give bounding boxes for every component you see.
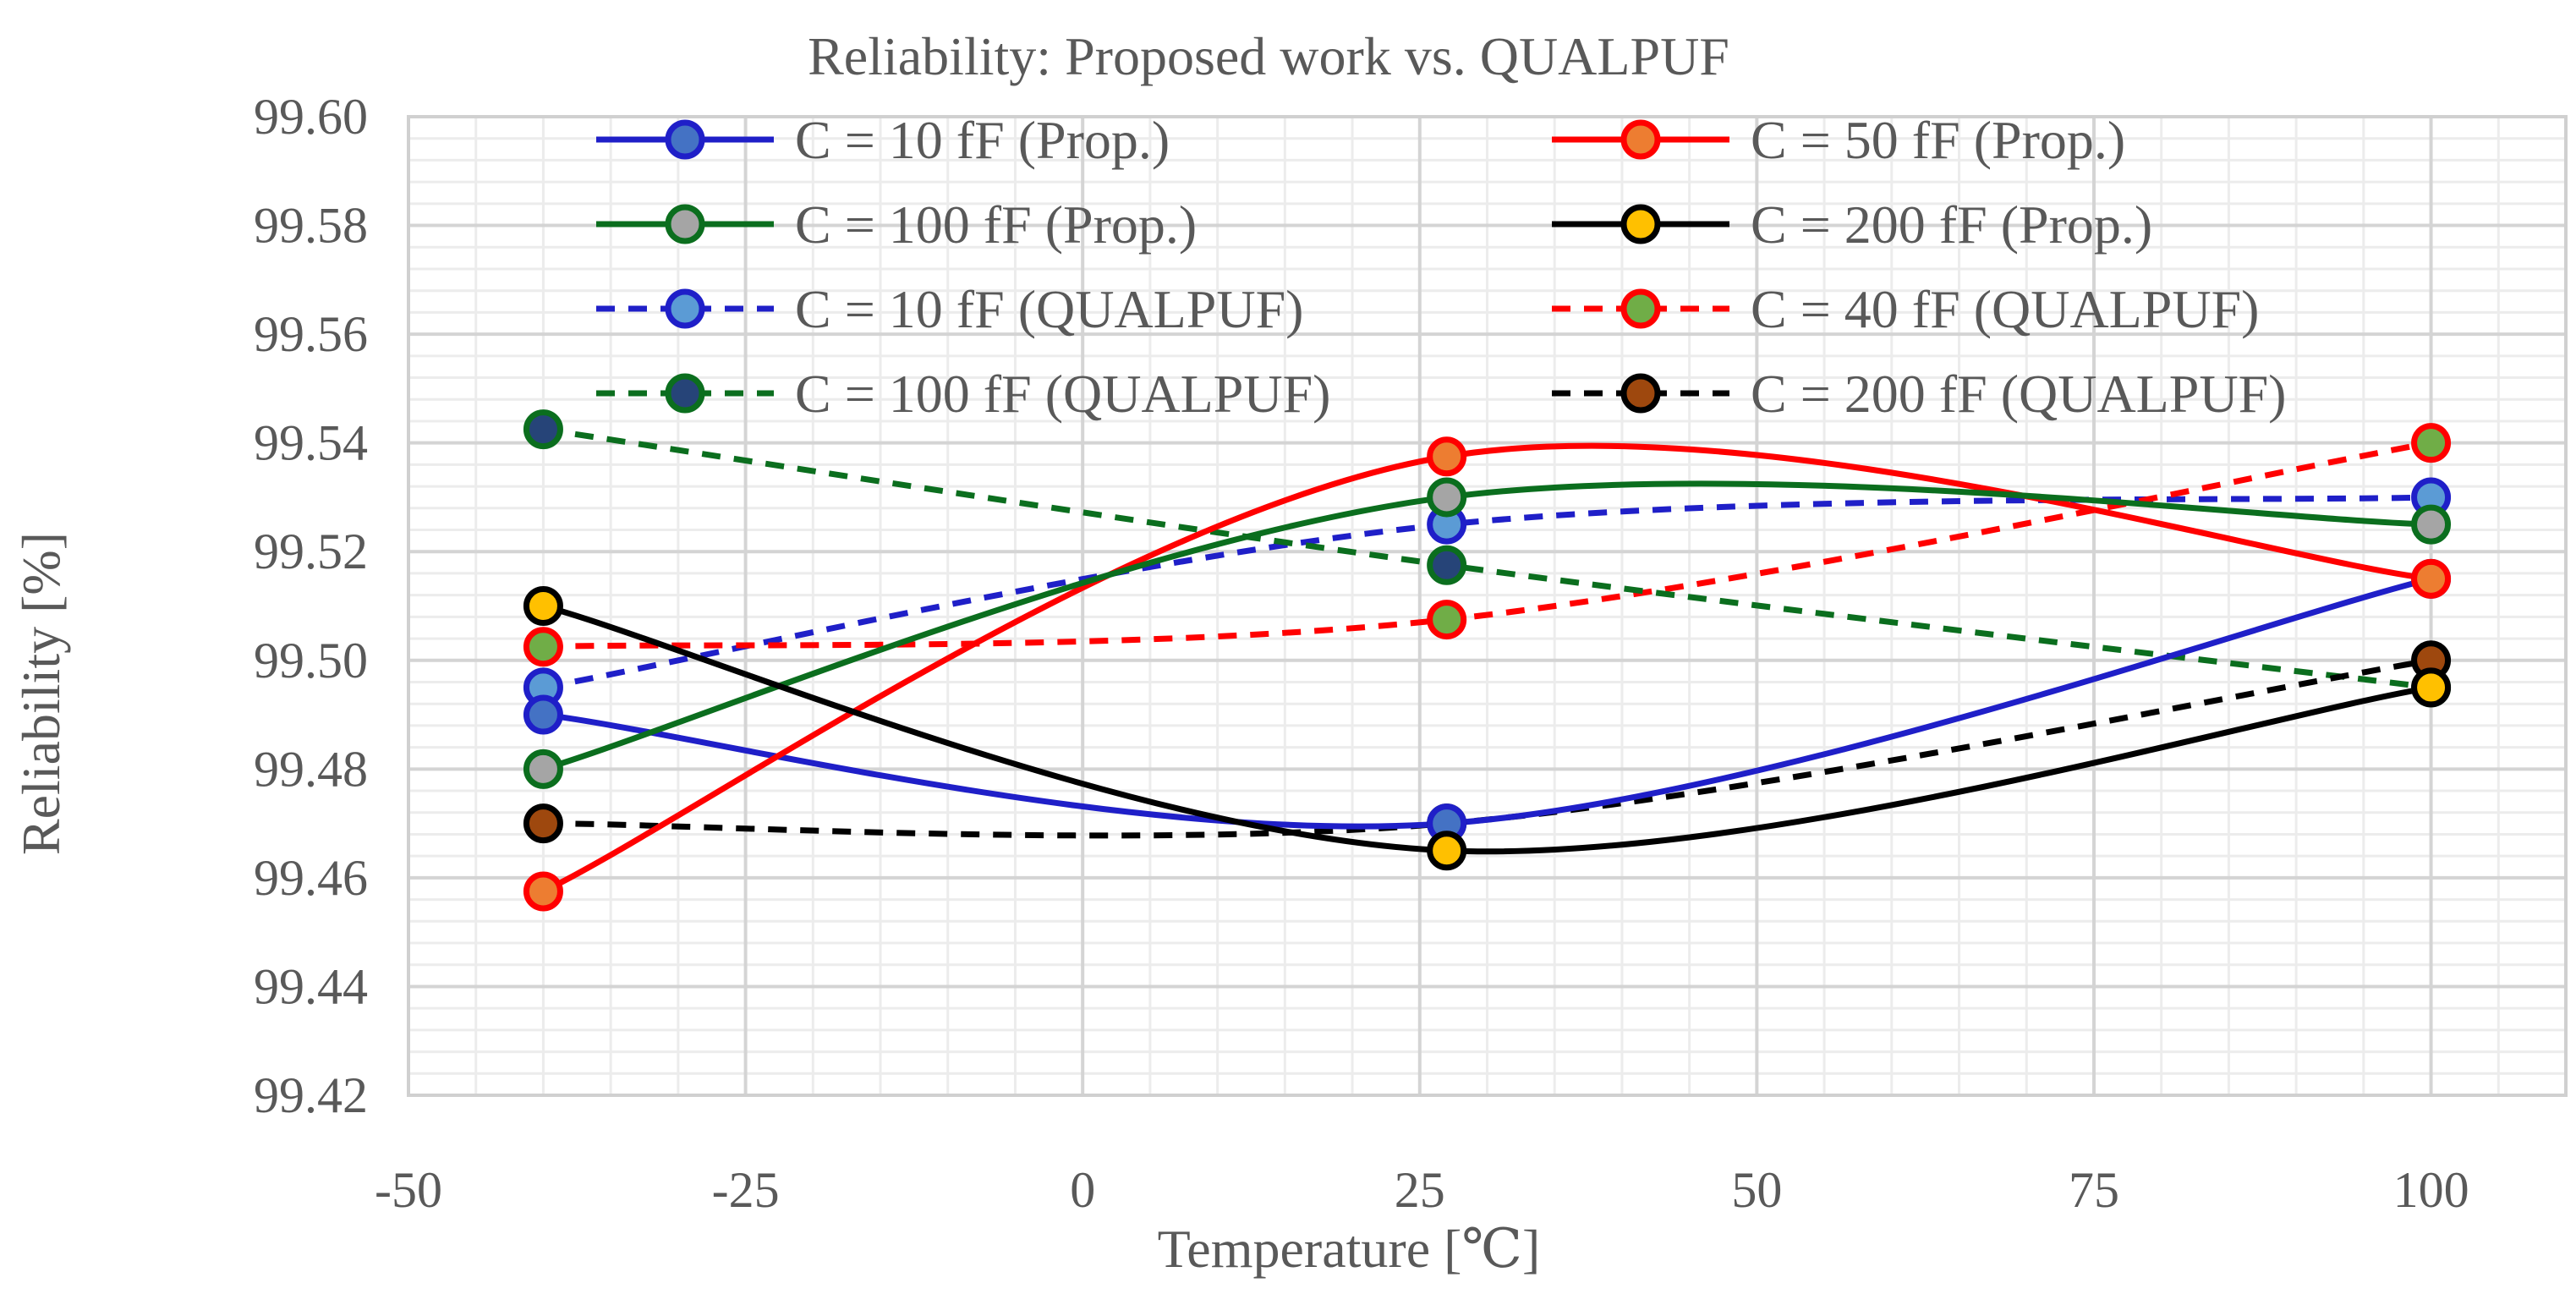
data-point-c-40-ff-qualpuf xyxy=(1427,600,1467,640)
y-tick-label: 99.50 xyxy=(254,633,368,688)
x-axis-label: Temperature [℃] xyxy=(1158,1219,1541,1279)
legend-label-c-10-ff-qualpuf: C = 10 fF (QUALPUF) xyxy=(795,279,1303,339)
y-tick-label: 99.54 xyxy=(254,415,368,471)
legend-label-c-50-ff-prop: C = 50 fF (Prop.) xyxy=(1751,110,2125,170)
legend-marker-c-100-ff-qualpuf xyxy=(665,373,705,414)
legend-label-c-200-ff-prop: C = 200 fF (Prop.) xyxy=(1751,195,2152,255)
legend-marker-c-200-ff-qualpuf xyxy=(1620,373,1661,414)
y-tick-labels: 99.42 99.44 99.46 99.48 99.50 99.52 99.54 99.56… xyxy=(254,89,368,1123)
legend-label-c-10-ff-prop: C = 10 fF (Prop.) xyxy=(795,110,1170,170)
x-tick-label: 75 xyxy=(2069,1162,2119,1218)
legend-label-c-40-ff-qualpuf: C = 40 fF (QUALPUF) xyxy=(1751,279,2259,339)
y-tick-label: 99.52 xyxy=(254,524,368,579)
y-tick-label: 99.46 xyxy=(254,850,368,906)
data-point-c-200-ff-prop xyxy=(1427,831,1467,871)
x-tick-labels: -50 -25 0 25 50 75 100 xyxy=(375,1162,2469,1218)
data-point-c-50-ff-prop xyxy=(2411,558,2452,599)
x-tick-label: 100 xyxy=(2393,1162,2469,1218)
data-point-c-40-ff-qualpuf xyxy=(2411,423,2452,463)
data-point-c-50-ff-prop xyxy=(1427,436,1467,477)
series-markers xyxy=(523,409,2452,912)
x-tick-label: 50 xyxy=(1731,1162,1782,1218)
data-point-c-10-ff-prop xyxy=(523,694,563,735)
legend-marker-c-10-ff-qualpuf xyxy=(665,288,705,329)
y-tick-label: 99.56 xyxy=(254,306,368,362)
data-point-c-100-ff-prop xyxy=(523,748,563,789)
x-tick-label: 0 xyxy=(1070,1162,1095,1218)
x-tick-label: -25 xyxy=(712,1162,780,1218)
y-tick-label: 99.42 xyxy=(254,1067,368,1123)
y-tick-label: 99.58 xyxy=(254,198,368,254)
data-point-c-50-ff-prop xyxy=(523,871,563,912)
legend: C = 10 fF (Prop.) C = 50 fF (Prop.) C = 10… xyxy=(596,110,2286,424)
y-axis-label: Reliability [%] xyxy=(11,532,71,855)
y-tick-label: 99.60 xyxy=(254,89,368,145)
legend-marker-c-200-ff-prop xyxy=(1620,204,1661,244)
data-point-c-200-ff-prop xyxy=(2411,667,2452,708)
data-point-c-100-ff-qualpuf xyxy=(523,409,563,450)
x-tick-label: -50 xyxy=(375,1162,442,1218)
legend-marker-c-50-ff-prop xyxy=(1620,119,1661,160)
chart-title: Reliability: Proposed work vs. QUALPUF xyxy=(808,26,1729,86)
y-tick-label: 99.48 xyxy=(254,741,368,797)
data-point-c-100-ff-qualpuf xyxy=(1427,545,1467,585)
data-point-c-200-ff-qualpuf xyxy=(523,803,563,844)
legend-label-c-100-ff-prop: C = 100 fF (Prop.) xyxy=(795,195,1197,255)
legend-label-c-200-ff-qualpuf: C = 200 fF (QUALPUF) xyxy=(1751,364,2286,424)
legend-marker-c-10-ff-prop xyxy=(665,119,705,160)
minor-gridlines xyxy=(407,115,2568,1097)
x-tick-label: 25 xyxy=(1395,1162,1445,1218)
plot-frame xyxy=(407,115,2568,1097)
data-point-c-100-ff-prop xyxy=(1427,477,1467,518)
data-point-c-40-ff-qualpuf xyxy=(523,627,563,667)
legend-marker-c-100-ff-prop xyxy=(665,204,705,244)
plot-border xyxy=(407,115,2568,1097)
data-point-c-200-ff-prop xyxy=(523,586,563,626)
series-line-c-10-ff-qualpuf xyxy=(542,494,2431,691)
legend-label-c-100-ff-qualpuf: C = 100 fF (QUALPUF) xyxy=(795,364,1330,424)
y-tick-label: 99.44 xyxy=(254,958,368,1014)
legend-marker-c-40-ff-qualpuf xyxy=(1620,288,1661,329)
data-point-c-100-ff-prop xyxy=(2411,504,2452,545)
